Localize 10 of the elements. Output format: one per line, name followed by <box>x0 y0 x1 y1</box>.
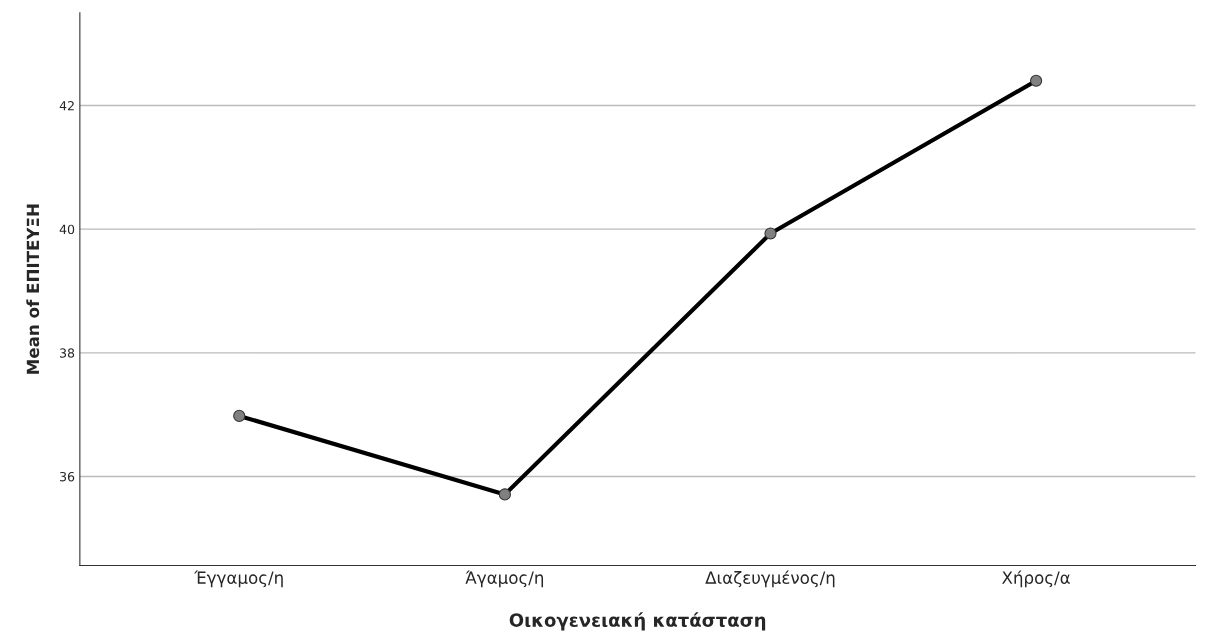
y-tick-label: 40 <box>59 224 75 235</box>
y-axis-title: Mean of ΕΠΙΤΕΥΞΗ <box>26 204 40 374</box>
y-tick-label: 38 <box>60 348 75 358</box>
y-tick-label: 42 <box>59 100 74 111</box>
x-tick-label: Χήρος/α <box>1002 570 1070 588</box>
y-tick-label: 36 <box>60 471 75 482</box>
x-tick-label: Άγαμος/η <box>465 570 544 588</box>
x-axis-title: Οικογενειακή κατάσταση <box>509 612 766 631</box>
x-tick-label: Έγγαμος/η <box>194 570 283 588</box>
x-tick-label: Διαζευγμένος/η <box>705 570 835 588</box>
